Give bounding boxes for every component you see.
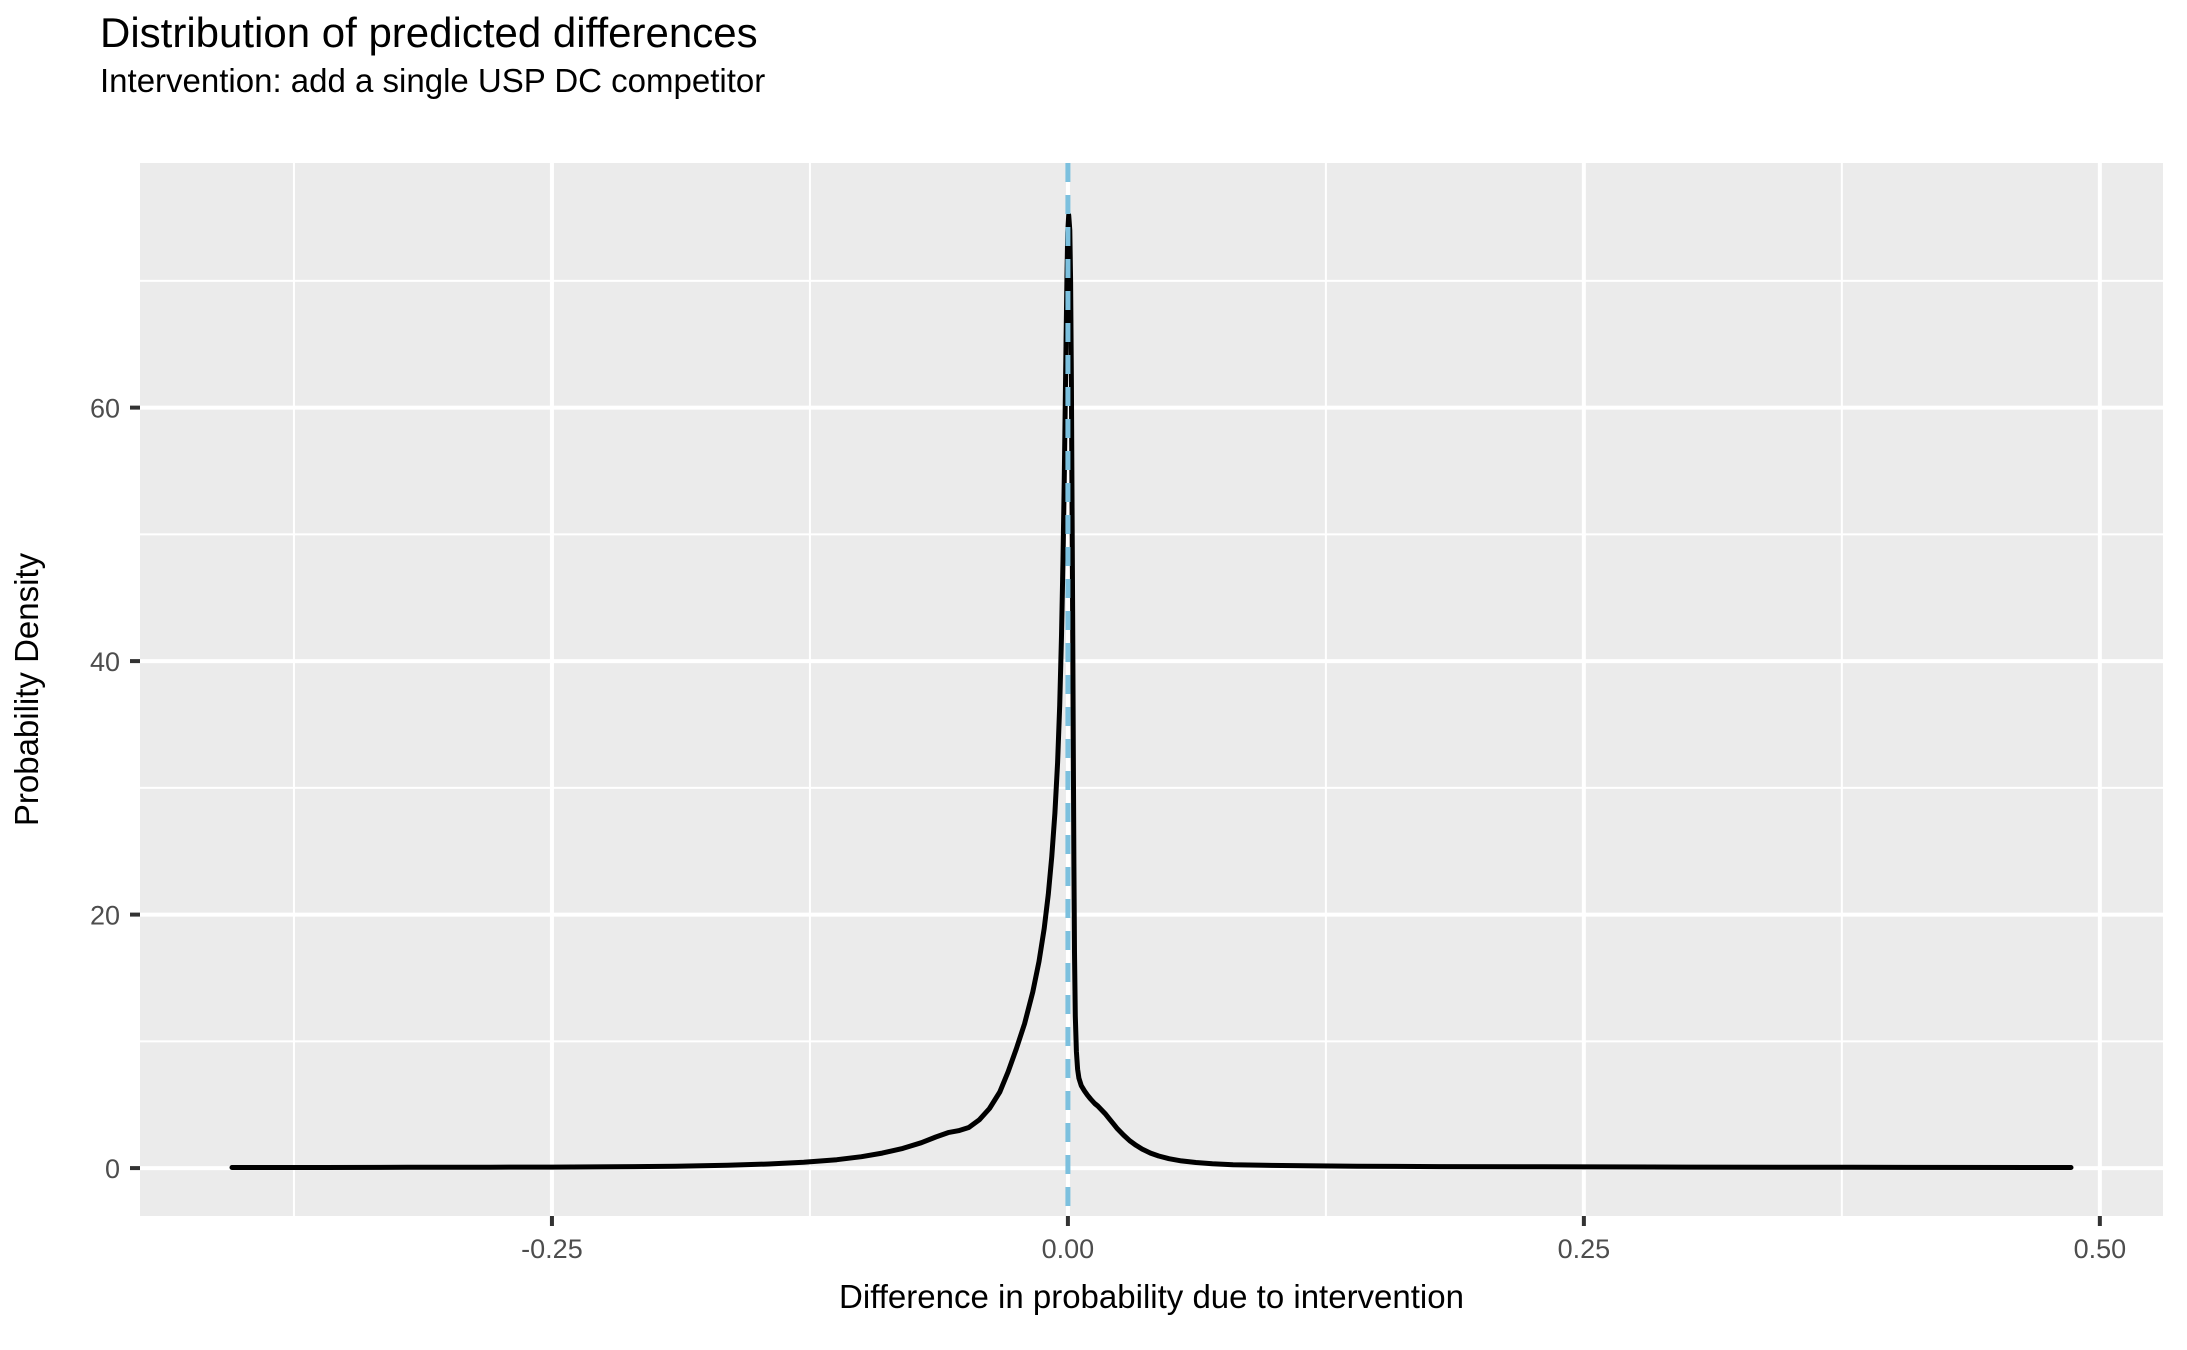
plot-title: Distribution of predicted differences <box>100 9 758 56</box>
x-tick-label: 0.25 <box>1558 1234 1611 1264</box>
x-tick-label: 0.00 <box>1042 1234 1095 1264</box>
x-tick-label: 0.50 <box>2074 1234 2127 1264</box>
y-tick-label: 40 <box>90 647 120 677</box>
y-tick-label: 20 <box>90 901 120 931</box>
panel-background <box>140 163 2163 1216</box>
x-tick-label: -0.25 <box>521 1234 583 1264</box>
x-axis-title: Difference in probability due to interve… <box>839 1278 1464 1315</box>
y-tick-label: 60 <box>90 394 120 424</box>
y-axis-title: Probability Density <box>8 552 45 826</box>
y-tick-label: 0 <box>105 1154 120 1184</box>
plot-subtitle: Intervention: add a single USP DC compet… <box>100 62 766 99</box>
